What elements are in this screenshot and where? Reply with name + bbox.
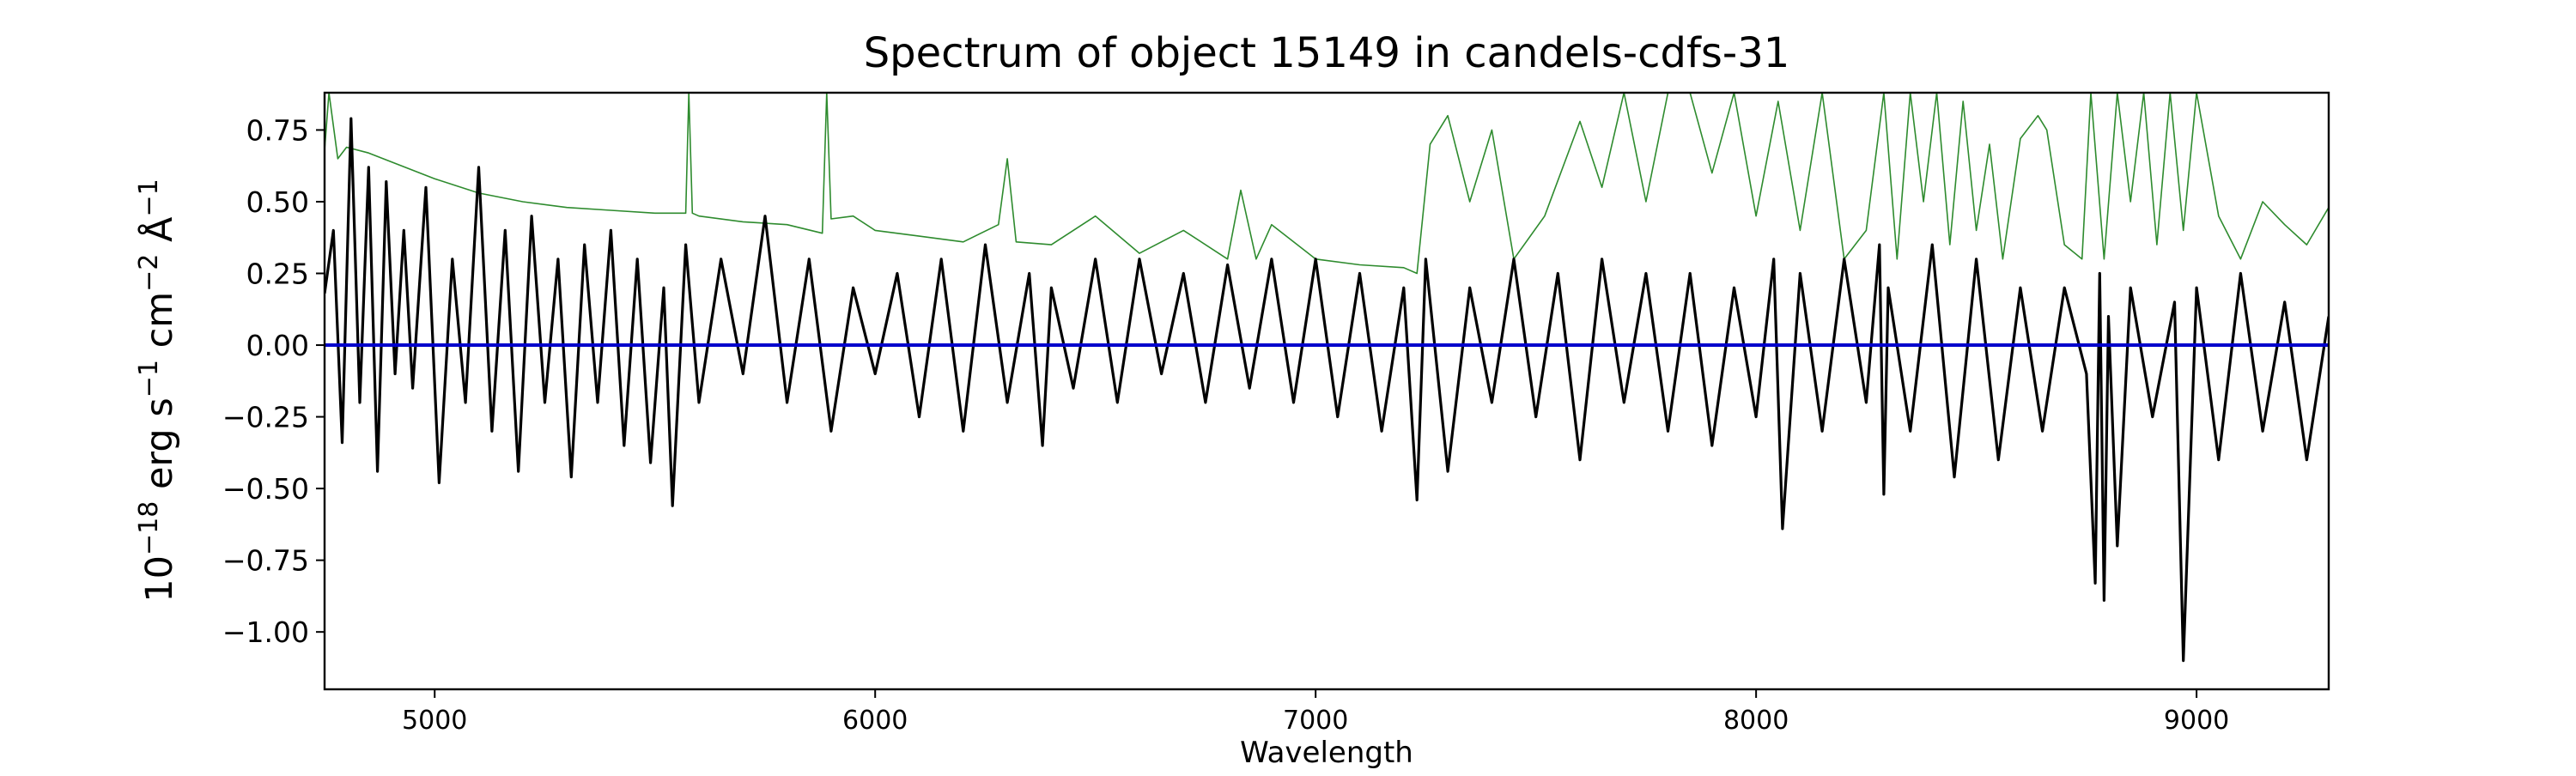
y-tick-label: −1.00 — [222, 615, 309, 649]
series-line-data — [325, 117, 2329, 663]
x-tick-label: 9000 — [2164, 706, 2229, 736]
chart-title: Spectrum of object 15149 in candels-cdfs… — [864, 29, 1790, 77]
x-tick-label: 6000 — [842, 706, 908, 736]
y-tick-label: 0.00 — [246, 329, 309, 362]
y-axis: −1.00 −0.75 −0.50 −0.25 0.00 0.25 0.50 0.75 — [222, 113, 325, 649]
y-tick-label: 0.25 — [246, 258, 309, 291]
plot-area — [325, 93, 2329, 663]
x-tick-label: 7000 — [1283, 706, 1348, 736]
y-tick-label: −0.25 — [222, 401, 309, 434]
x-axis-label: Wavelength — [1240, 736, 1413, 770]
x-tick-label: 8000 — [1723, 706, 1789, 736]
y-tick-label: −0.75 — [222, 544, 309, 578]
y-tick-label: 0.75 — [246, 113, 309, 147]
y-tick-label: 0.50 — [246, 185, 309, 219]
x-tick-label: 5000 — [402, 706, 467, 736]
series-line-model — [325, 93, 2329, 275]
x-axis: 5000 6000 7000 8000 9000 — [402, 689, 2229, 736]
y-tick-label: −0.50 — [222, 472, 309, 506]
y-axis-label: 10−18 erg s−1 cm−2 Å−1 — [134, 179, 181, 602]
plot-frame — [323, 91, 2330, 691]
